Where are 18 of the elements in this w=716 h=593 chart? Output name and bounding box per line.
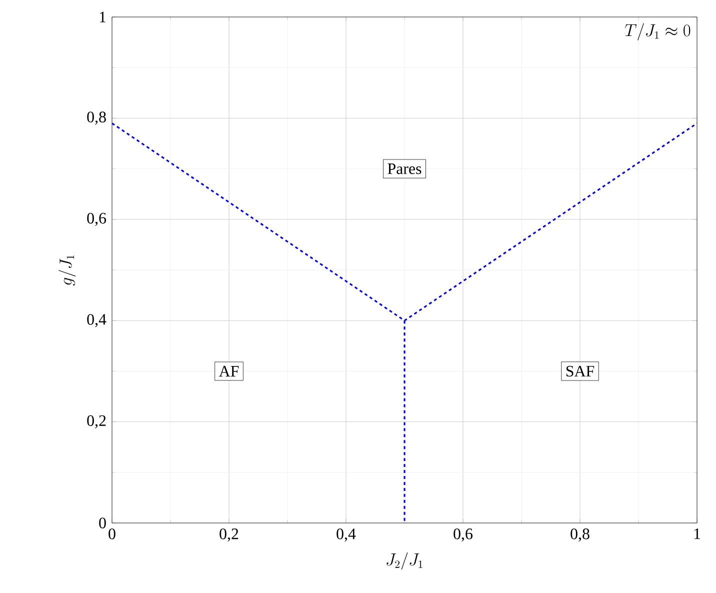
annotation: Pares: [388, 163, 422, 174]
x-tick-label: 0,6: [454, 528, 472, 542]
x-axis-title: $J_2/J_1$: [386, 552, 422, 570]
annotation: SAF: [566, 366, 594, 377]
y-tick-label: 0,2: [87, 415, 106, 428]
annotation: AF: [218, 366, 239, 376]
x-tick-label: 0,8: [570, 528, 590, 542]
y-tick-label: 1: [100, 12, 106, 22]
y-axis-title: $g/J_1$: [58, 255, 76, 286]
y-tick-label: 0: [99, 518, 106, 528]
x-tick-label: 0,2: [220, 528, 238, 542]
x-tick-label: 0,4: [336, 528, 356, 542]
y-tick-label: 0,6: [87, 212, 106, 226]
y-tick-label: 0,8: [87, 112, 106, 125]
x-tick-label: 1: [694, 528, 700, 540]
y-tick-label: 0,4: [87, 314, 106, 328]
x-tick-label: 0: [108, 528, 116, 540]
annotation: $T/J_1 \approx 0$: [625, 23, 690, 40]
